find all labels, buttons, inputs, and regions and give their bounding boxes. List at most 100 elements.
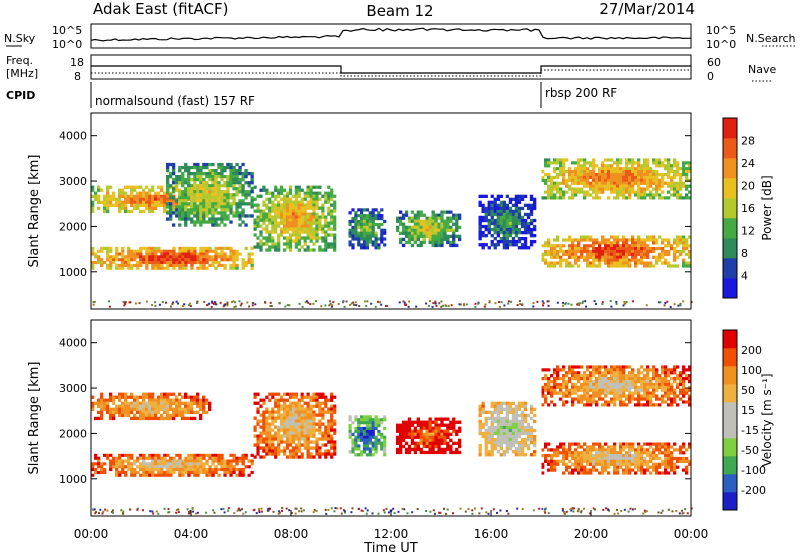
- heatmap-cell: [360, 429, 364, 434]
- heatmap-cell: [187, 410, 191, 414]
- heatmap-cell: [109, 465, 113, 469]
- heatmap-cell: [196, 196, 200, 200]
- heatmap-cell: [283, 404, 287, 408]
- heatmap-cell: [374, 222, 378, 227]
- heatmap-cell: [303, 191, 307, 195]
- heatmap-cell: [300, 428, 304, 432]
- heatmap-cell: [676, 193, 680, 197]
- nsky-label: N.Sky: [4, 32, 36, 45]
- heatmap-cell: [303, 194, 307, 198]
- heatmap-cell: [256, 242, 260, 246]
- heatmap-cell: [178, 453, 182, 457]
- heatmap-cell: [673, 175, 677, 180]
- heatmap-cell: [419, 450, 423, 455]
- heatmap-cell: [232, 249, 236, 253]
- heatmap-cell: [487, 410, 491, 414]
- heatmap-cell: [318, 221, 322, 225]
- heatmap-cell: [294, 455, 298, 459]
- heatmap-cell: [300, 410, 304, 414]
- heatmap-cell: [202, 465, 206, 469]
- heatmap-cell: [136, 194, 140, 198]
- heatmap-cell: [121, 249, 125, 253]
- heatmap-cell: [297, 413, 301, 417]
- heatmap-cell: [235, 162, 239, 167]
- heatmap-cell: [145, 252, 149, 256]
- heatmap-cell: [622, 167, 626, 171]
- heatmap-cell: [202, 199, 206, 203]
- heatmap-cell: [184, 465, 188, 469]
- heatmap-cell: [562, 451, 566, 455]
- heatmap-cell: [568, 187, 572, 191]
- heatmap-cell: [550, 196, 554, 200]
- heatmap-cell: [484, 444, 488, 448]
- heatmap-cell: [297, 233, 301, 237]
- noise-cell: [507, 300, 510, 303]
- heatmap-cell: [97, 206, 101, 211]
- noise-cell: [328, 304, 331, 307]
- heatmap-cell: [124, 473, 128, 477]
- heatmap-cell: [199, 266, 203, 270]
- heatmap-cell: [97, 398, 101, 402]
- heatmap-cell: [541, 465, 545, 469]
- heatmap-cell: [253, 395, 257, 399]
- heatmap-cell: [577, 238, 581, 242]
- heatmap-cell: [100, 413, 104, 418]
- heatmap-cell: [220, 468, 224, 472]
- heatmap-cell: [589, 249, 593, 254]
- heatmap-cell: [205, 468, 209, 472]
- noise-cell: [398, 301, 401, 304]
- heatmap-cell: [622, 255, 626, 259]
- heatmap-cell: [365, 415, 369, 419]
- heatmap-cell: [312, 404, 316, 408]
- noise-cell: [622, 304, 625, 307]
- heatmap-cell: [250, 205, 254, 209]
- heatmap-cell: [529, 453, 534, 457]
- heatmap-cell: [118, 470, 122, 474]
- heatmap-cell: [187, 175, 191, 179]
- heatmap-cell: [553, 175, 557, 180]
- heatmap-cell: [229, 459, 233, 463]
- heatmap-cell: [151, 398, 155, 402]
- heatmap-cell: [217, 211, 221, 215]
- heatmap-cell: [306, 434, 310, 438]
- heatmap-cell: [553, 196, 557, 200]
- heatmap-cell: [166, 404, 170, 408]
- heatmap-cell: [232, 465, 236, 469]
- heatmap-cell: [259, 188, 263, 192]
- heatmap-cell: [371, 447, 375, 451]
- heatmap-cell: [493, 246, 497, 250]
- heatmap-cell: [613, 170, 617, 174]
- heatmap-cell: [211, 193, 215, 197]
- noise-cell: [189, 305, 192, 308]
- heatmap-cell: [514, 200, 519, 204]
- heatmap-cell: [163, 401, 167, 405]
- heatmap-cell: [508, 447, 513, 451]
- heatmap-cell: [577, 258, 581, 262]
- heatmap-cell: [481, 234, 485, 238]
- heatmap-cell: [676, 238, 680, 242]
- heatmap-cell: [306, 188, 310, 192]
- heatmap-cell: [106, 453, 110, 457]
- heatmap-cell: [291, 428, 295, 432]
- heatmap-cell: [166, 413, 170, 418]
- heatmap-cell: [190, 187, 194, 191]
- heatmap-cell: [208, 196, 212, 200]
- heatmap-cell: [526, 246, 531, 250]
- heatmap-cell: [193, 208, 197, 212]
- heatmap-cell: [553, 244, 557, 248]
- heatmap-cell: [496, 243, 500, 247]
- heatmap-cell: [265, 212, 269, 216]
- heatmap-cell: [283, 401, 287, 405]
- heatmap-cell: [598, 448, 602, 452]
- heatmap-cell: [91, 473, 95, 477]
- heatmap-cell: [368, 228, 372, 232]
- heatmap-cell: [595, 249, 599, 254]
- heatmap-cell: [268, 197, 272, 201]
- heatmap-cell: [288, 188, 293, 192]
- heatmap-cell: [309, 248, 313, 252]
- heatmap-cell: [533, 200, 537, 204]
- heatmap-cell: [556, 184, 560, 188]
- heatmap-cell: [318, 437, 322, 441]
- heatmap-cell: [291, 404, 295, 408]
- heatmap-cell: [300, 443, 304, 447]
